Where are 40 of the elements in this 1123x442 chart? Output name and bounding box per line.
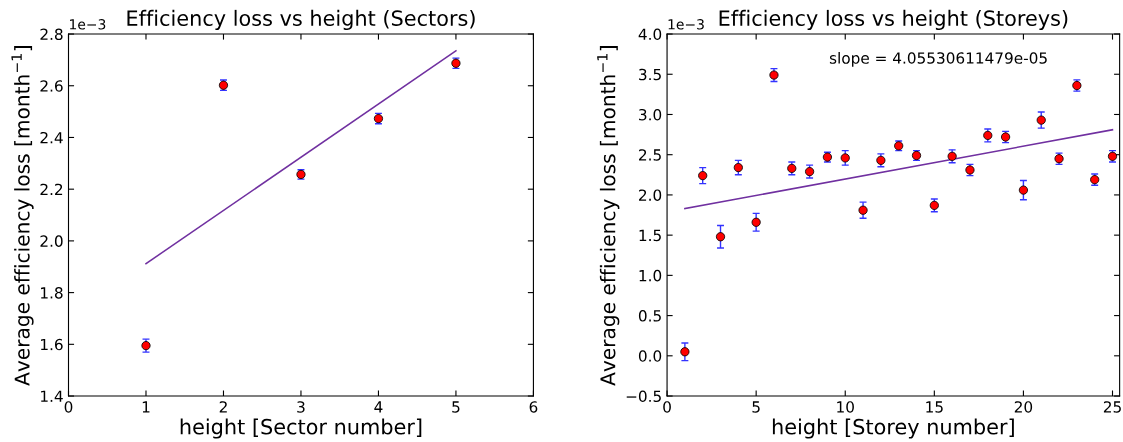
- x-tick-label: 1: [142, 401, 150, 413]
- x-tick-label: 25: [1103, 401, 1121, 413]
- y-tick-label: 2.0: [40, 235, 63, 247]
- y-tick-label: 0.5: [638, 310, 661, 322]
- x-tick-label: 2: [219, 401, 227, 413]
- y-tick-label: 0.0: [638, 350, 662, 362]
- y-tick-label: 2.2: [40, 183, 63, 195]
- y-tick-label: 1.5: [639, 229, 661, 242]
- text: 1e−3: [70, 19, 106, 30]
- y-tick-label: 2.0: [639, 189, 662, 201]
- y-tick-label: 2.5: [639, 149, 661, 161]
- y-tick-label: 4.0: [638, 28, 662, 41]
- y-axis-title: Average efficiency loss [month$^{−1}$]: [11, 46, 34, 386]
- y-tick-label: 2.6: [40, 80, 63, 92]
- text: 1e−3: [668, 19, 704, 30]
- x-tick-label: 20: [1014, 401, 1033, 413]
- x-axis-title: height [Sector number]: [180, 418, 422, 439]
- x-tick-label: 0: [663, 401, 671, 413]
- annotation: slope = 4.05530611479e-05: [829, 51, 1047, 67]
- x-tick-label: 15: [926, 401, 943, 413]
- y-tick-label: −0.5: [626, 390, 661, 403]
- chart-title: Efficiency loss vs height (Storeys): [719, 9, 1068, 31]
- chart-title: Efficiency loss vs height (Sectors): [127, 9, 475, 31]
- y-tick-label: 1.4: [41, 390, 63, 402]
- y-tick-label: 2.4: [40, 131, 63, 144]
- x-tick-label: 0: [64, 401, 73, 413]
- x-tick-label: 3: [297, 401, 305, 413]
- y-tick-label: 3.5: [639, 68, 661, 81]
- y-tick-label: 3.0: [639, 108, 662, 121]
- y-tick-label: 2.8: [40, 28, 63, 41]
- x-tick-label: 4: [374, 401, 383, 413]
- x-tick-label: 5: [752, 401, 760, 413]
- x-tick-label: 6: [529, 401, 538, 413]
- y-tick-label: 1.8: [41, 287, 63, 299]
- y-tick-label: 1.6: [41, 338, 63, 351]
- y-axis-title: Average efficiency loss [month$^{−1}$]: [597, 46, 620, 386]
- x-tick-label: 5: [452, 401, 460, 413]
- x-axis-title: height [Storey number]: [772, 418, 1014, 439]
- y-tick-label: 1.0: [639, 269, 662, 282]
- x-tick-label: 10: [837, 401, 854, 413]
